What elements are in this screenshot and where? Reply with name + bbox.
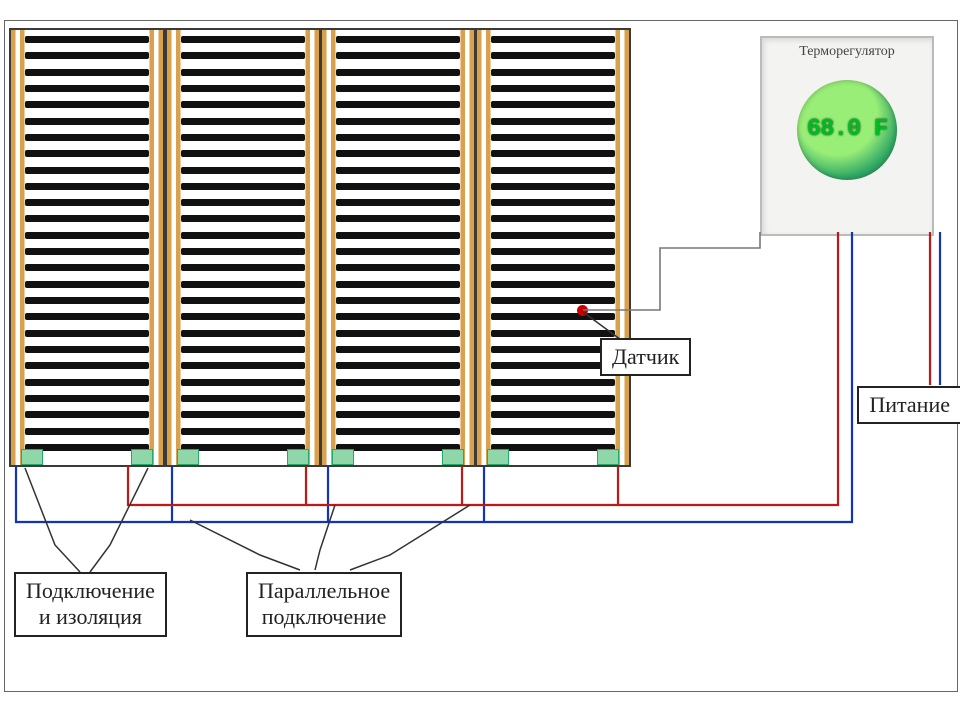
label-power: Питание: [857, 386, 960, 424]
label-par-line1: Параллельное: [258, 578, 390, 603]
panel-stripes: [336, 36, 460, 451]
label-par-line2: подключение: [262, 604, 387, 629]
panel-stripes: [491, 36, 615, 451]
sensor-icon: [577, 305, 588, 316]
label-sensor-text: Датчик: [612, 344, 679, 369]
panel-connector-left: [21, 449, 43, 465]
label-conn-line1: Подключение: [26, 578, 155, 603]
panel-connector-left: [332, 449, 354, 465]
thermostat: Терморегулятор 68.0 F: [760, 36, 934, 236]
label-sensor: Датчик: [600, 338, 691, 376]
panel-connector-right: [597, 449, 619, 465]
panel-connector-left: [177, 449, 199, 465]
heating-panel: [320, 28, 476, 467]
panel-connector-left: [487, 449, 509, 465]
heating-panel: [9, 28, 165, 467]
panel-stripes: [181, 36, 305, 451]
heating-panel: [475, 28, 631, 467]
label-conn-line2: и изоляция: [39, 604, 142, 629]
panel-connector-right: [131, 449, 153, 465]
label-power-text: Питание: [869, 392, 950, 417]
panel-connector-right: [287, 449, 309, 465]
panel-stripes: [25, 36, 149, 451]
thermostat-title: Терморегулятор: [762, 44, 932, 60]
thermostat-display: 68.0 F: [762, 116, 932, 143]
panel-connector-right: [442, 449, 464, 465]
label-connection-isolation: Подключение и изоляция: [14, 572, 167, 637]
label-parallel-connection: Параллельное подключение: [246, 572, 402, 637]
heating-panel: [165, 28, 321, 467]
